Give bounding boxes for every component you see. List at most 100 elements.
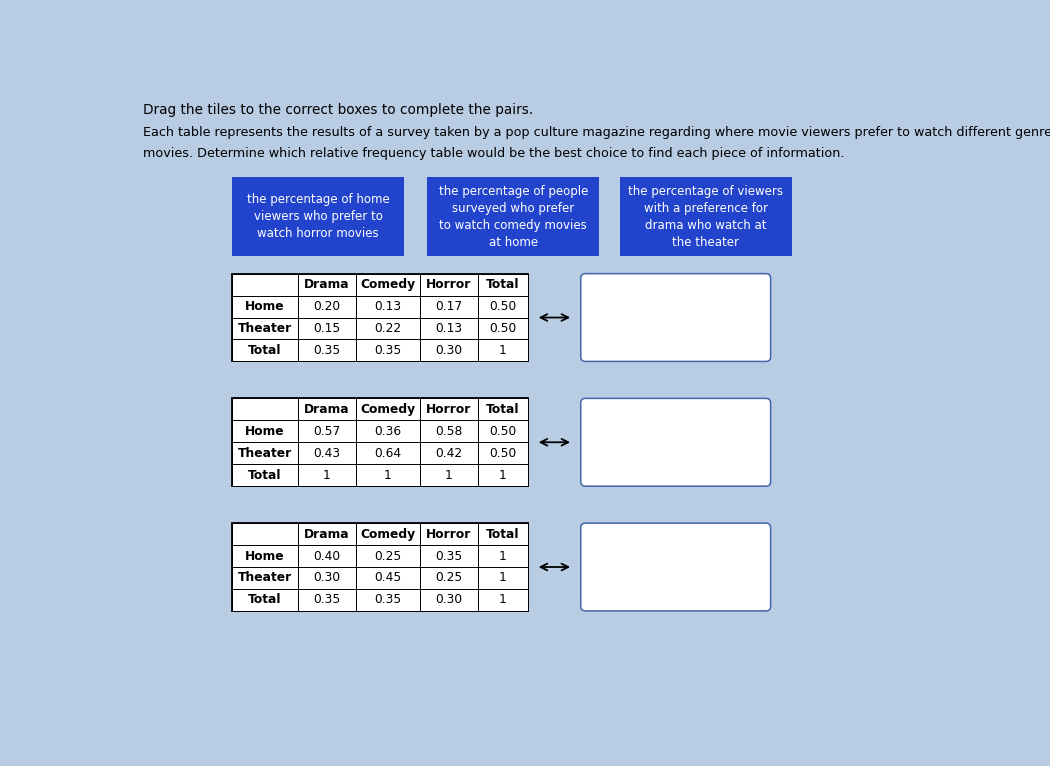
Bar (356, 339, 420, 362)
Text: 1: 1 (499, 549, 507, 562)
Text: Horror: Horror (426, 403, 471, 416)
Bar (478, 398, 528, 421)
Bar (478, 421, 528, 442)
Text: 0.30: 0.30 (435, 594, 462, 607)
Bar (420, 421, 478, 442)
Text: 1: 1 (499, 469, 507, 482)
Bar (420, 273, 478, 296)
FancyBboxPatch shape (581, 523, 771, 611)
Bar (298, 273, 356, 296)
Bar (298, 589, 356, 611)
Bar (478, 567, 528, 589)
Text: Total: Total (248, 344, 281, 357)
Text: 1: 1 (323, 469, 331, 482)
Bar (356, 398, 420, 421)
Text: Drag the tiles to the correct boxes to complete the pairs.: Drag the tiles to the correct boxes to c… (143, 103, 533, 116)
Bar (232, 545, 298, 567)
Text: 0.35: 0.35 (313, 594, 340, 607)
Bar (232, 442, 298, 464)
Bar (298, 464, 356, 486)
Bar (478, 339, 528, 362)
Bar (232, 273, 528, 362)
Bar (232, 464, 298, 486)
Text: 0.17: 0.17 (435, 300, 462, 313)
Text: Home: Home (245, 425, 285, 438)
Bar (420, 545, 478, 567)
Text: Horror: Horror (426, 528, 471, 541)
FancyBboxPatch shape (581, 273, 771, 362)
Bar (298, 545, 356, 567)
Text: 0.22: 0.22 (374, 322, 401, 335)
Text: Total: Total (248, 469, 281, 482)
Text: Comedy: Comedy (360, 528, 416, 541)
Text: Comedy: Comedy (360, 403, 416, 416)
Bar (298, 296, 356, 318)
Bar (298, 567, 356, 589)
Text: 0.35: 0.35 (435, 549, 462, 562)
Text: Comedy: Comedy (360, 278, 416, 291)
Bar (356, 442, 420, 464)
Bar (478, 589, 528, 611)
Text: Theater: Theater (237, 322, 292, 335)
Bar (232, 339, 298, 362)
Bar (420, 296, 478, 318)
Text: Horror: Horror (426, 278, 471, 291)
Text: Home: Home (245, 549, 285, 562)
Text: 0.35: 0.35 (374, 344, 401, 357)
Text: Theater: Theater (237, 447, 292, 460)
Bar (478, 464, 528, 486)
Text: Drama: Drama (304, 278, 350, 291)
Bar (356, 296, 420, 318)
Text: Home: Home (245, 300, 285, 313)
Text: 0.57: 0.57 (313, 425, 340, 438)
Text: 0.30: 0.30 (435, 344, 462, 357)
Text: 0.45: 0.45 (374, 571, 401, 584)
Text: 1: 1 (384, 469, 392, 482)
Bar (478, 273, 528, 296)
Text: 0.64: 0.64 (374, 447, 401, 460)
Bar (356, 421, 420, 442)
Text: 0.15: 0.15 (313, 322, 340, 335)
Bar (298, 398, 356, 421)
Text: movies. Determine which relative frequency table would be the best choice to fin: movies. Determine which relative frequen… (143, 146, 844, 159)
Text: 0.50: 0.50 (489, 322, 517, 335)
Bar (232, 273, 298, 296)
Text: Drama: Drama (304, 403, 350, 416)
Bar (420, 464, 478, 486)
Text: 0.43: 0.43 (313, 447, 340, 460)
Bar (232, 398, 528, 486)
Text: 1: 1 (445, 469, 453, 482)
Bar (478, 523, 528, 545)
Bar (420, 523, 478, 545)
Text: 0.25: 0.25 (435, 571, 462, 584)
Text: the percentage of viewers
with a preference for
drama who watch at
the theater: the percentage of viewers with a prefere… (628, 185, 783, 249)
Bar (420, 589, 478, 611)
Bar (232, 398, 298, 421)
Bar (232, 421, 298, 442)
Text: 0.36: 0.36 (374, 425, 401, 438)
Bar (356, 567, 420, 589)
Bar (298, 523, 356, 545)
Text: 0.58: 0.58 (435, 425, 462, 438)
FancyBboxPatch shape (427, 178, 600, 256)
Text: 1: 1 (499, 344, 507, 357)
Bar (356, 273, 420, 296)
Text: 0.35: 0.35 (313, 344, 340, 357)
Bar (232, 523, 528, 611)
Bar (420, 339, 478, 362)
FancyBboxPatch shape (581, 398, 771, 486)
Text: 0.40: 0.40 (313, 549, 340, 562)
Bar (478, 545, 528, 567)
Text: 0.50: 0.50 (489, 425, 517, 438)
Bar (232, 523, 298, 545)
Text: 0.13: 0.13 (435, 322, 462, 335)
Text: 1: 1 (499, 594, 507, 607)
Bar (356, 318, 420, 339)
Text: 0.42: 0.42 (435, 447, 462, 460)
Bar (356, 545, 420, 567)
Bar (232, 296, 298, 318)
Bar (356, 464, 420, 486)
FancyBboxPatch shape (232, 178, 404, 256)
Text: Drama: Drama (304, 528, 350, 541)
Text: 0.50: 0.50 (489, 300, 517, 313)
